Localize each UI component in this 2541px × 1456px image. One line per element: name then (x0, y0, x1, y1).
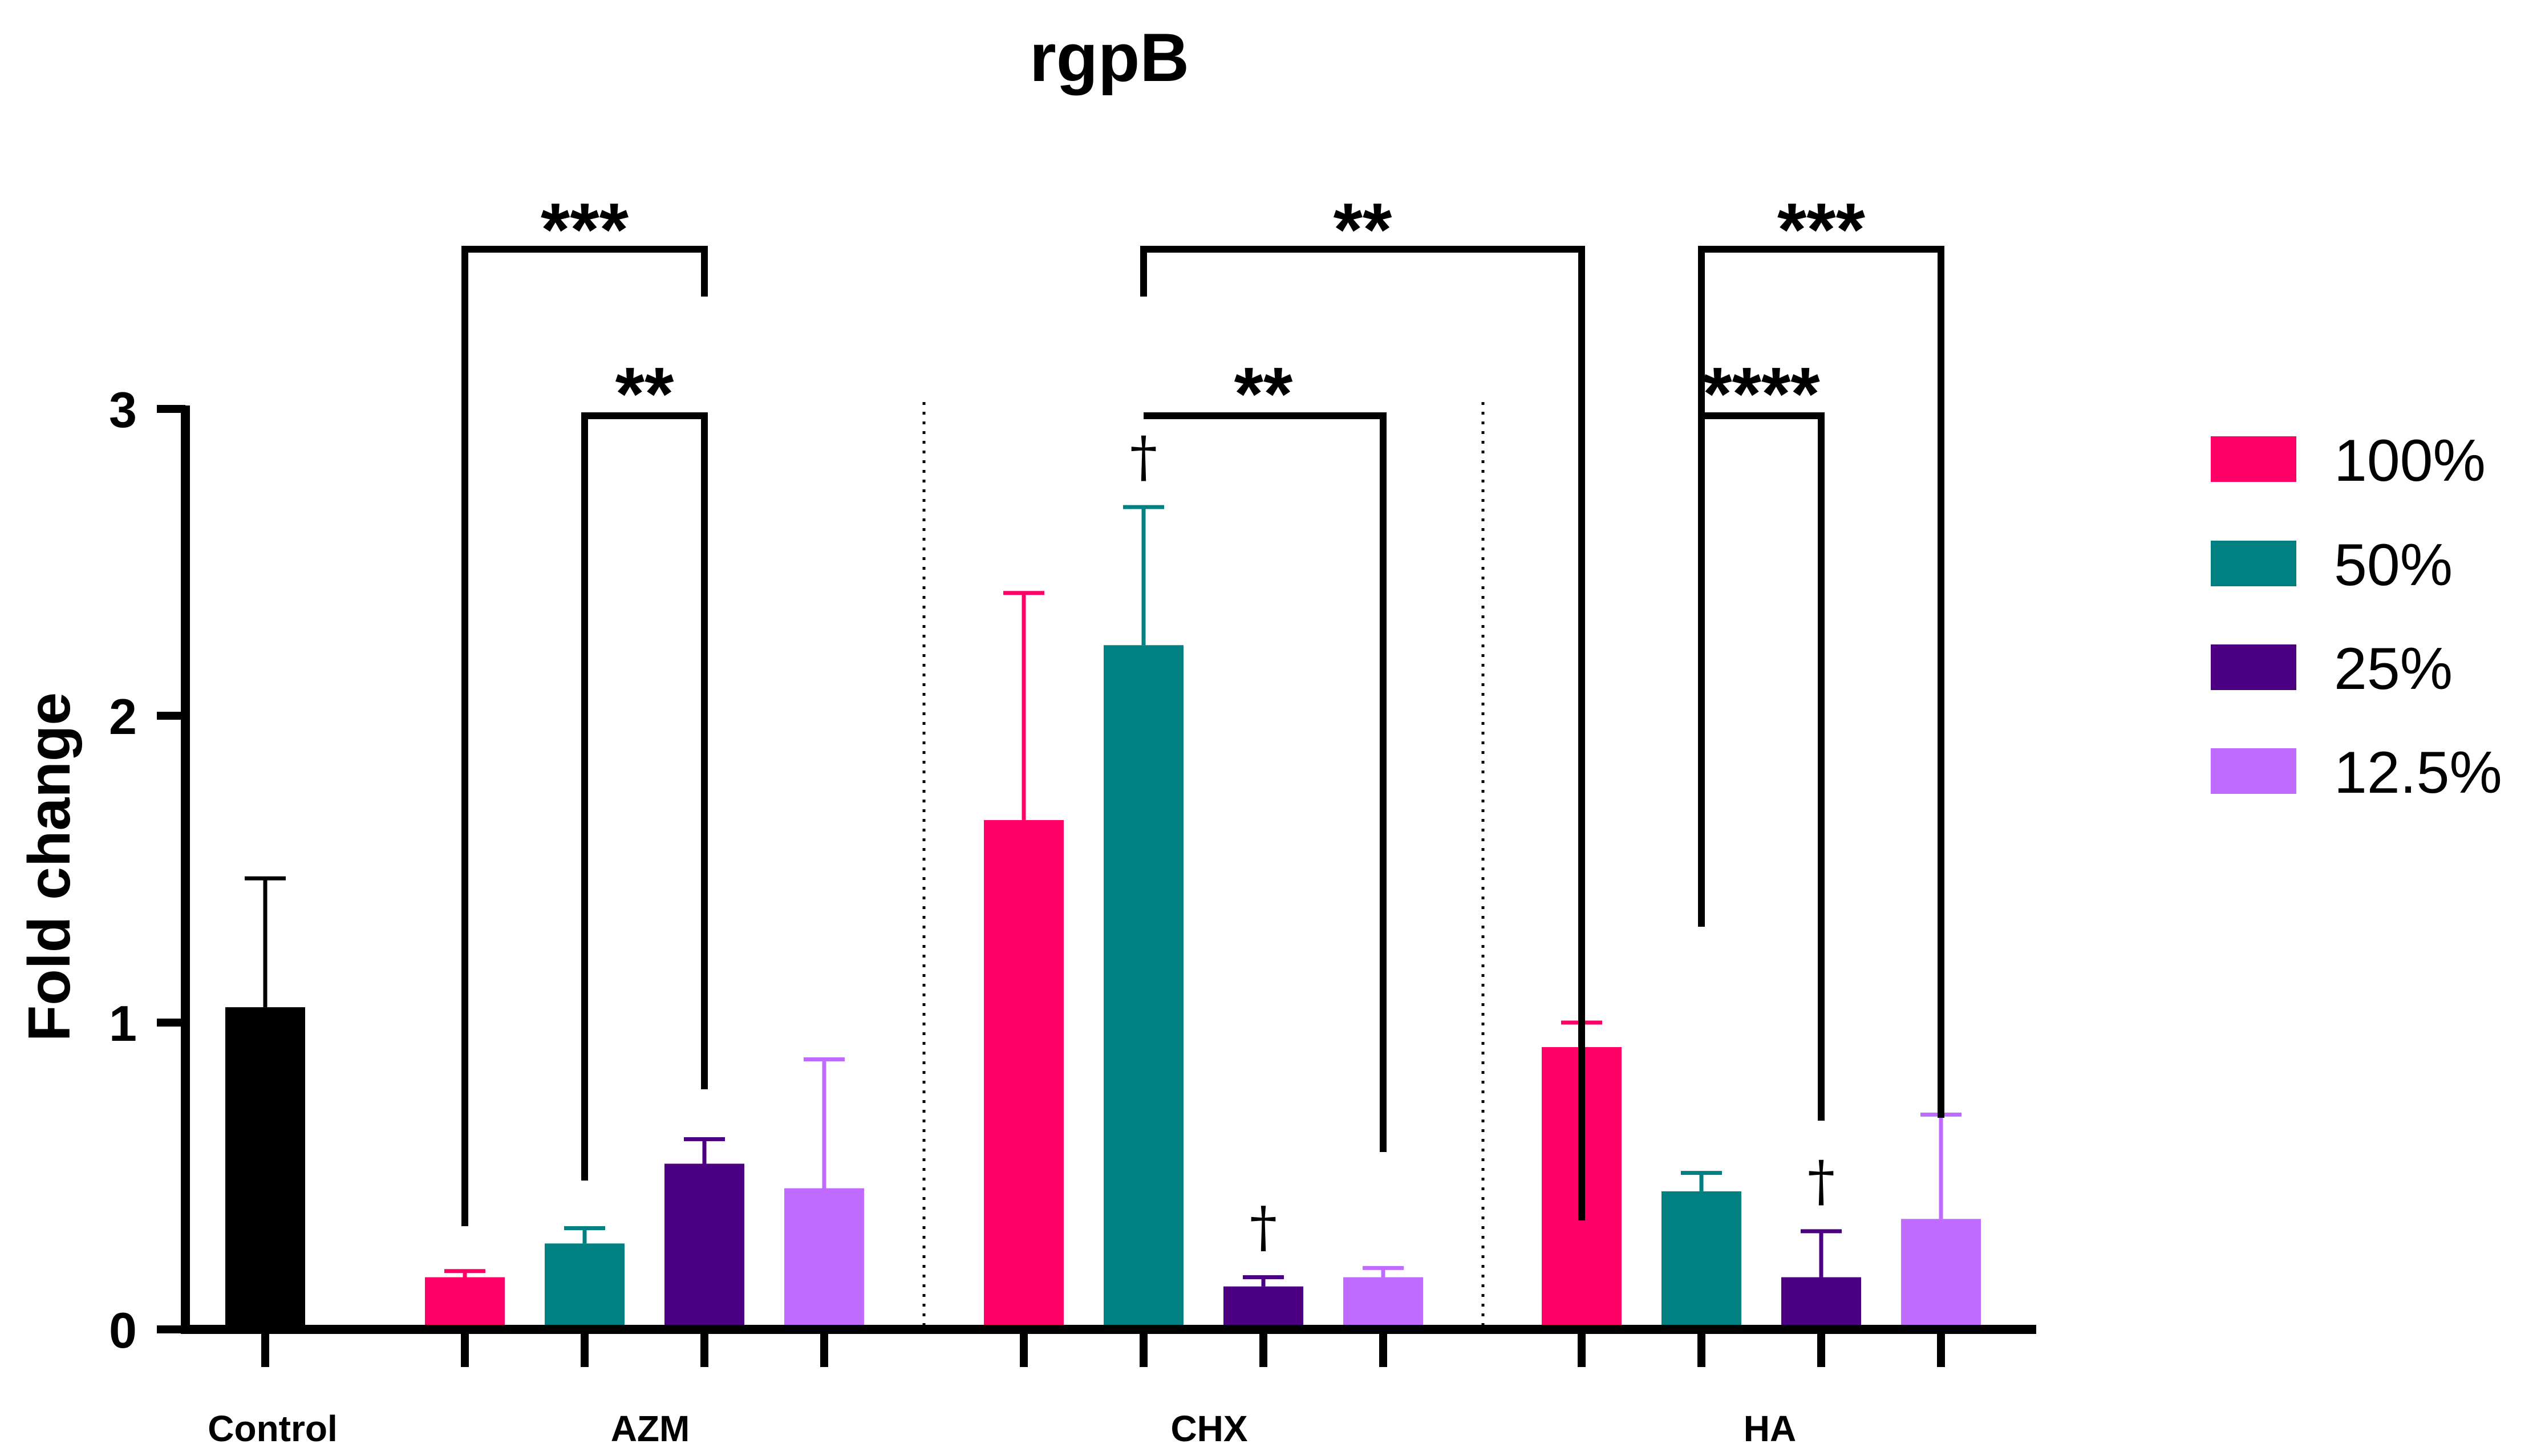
significance-label: *** (541, 188, 629, 271)
bar-chx-25pct (1223, 1286, 1303, 1329)
bar-chx-50pct (1104, 645, 1184, 1329)
legend-swatch (2211, 436, 2296, 482)
bar-azm-50pct (545, 1243, 625, 1329)
legend-swatch (2211, 541, 2296, 586)
significance-label: ** (1234, 352, 1293, 436)
significance-label: **** (1703, 352, 1820, 436)
x-group-label-ha: HA (1744, 1408, 1796, 1449)
dagger-marker: † (1808, 1149, 1835, 1213)
bar-azm-12-5pct (784, 1188, 864, 1329)
chart-title: rgpB (1030, 19, 1189, 96)
bar-ha-25pct (1781, 1277, 1861, 1329)
y-tick-label: 2 (109, 688, 137, 745)
bar-chx-100pct (984, 820, 1064, 1329)
significance-label: ** (1334, 188, 1392, 271)
significance-bracket: ** (1144, 352, 1387, 1152)
dagger-marker: † (1130, 425, 1157, 489)
bar-ha-50pct (1661, 1191, 1741, 1329)
y-tick-label: 0 (109, 1302, 137, 1358)
legend-swatch (2211, 748, 2296, 794)
significance-bracket: ** (581, 352, 708, 1181)
significance-label: ** (615, 352, 674, 436)
y-tick-label: 1 (109, 995, 137, 1052)
x-group-label-control: Control (208, 1408, 338, 1449)
legend-swatch (2211, 644, 2296, 690)
legend-label: 12.5% (2334, 740, 2502, 806)
bar-chx-12-5pct (1343, 1277, 1423, 1329)
legend-label: 25% (2334, 636, 2453, 702)
x-group-label-chx: CHX (1170, 1408, 1247, 1449)
significance-bracket: ** (1140, 188, 1585, 1220)
dagger-marker: † (1250, 1195, 1277, 1259)
significance-bracket: **** (1698, 352, 1825, 1121)
significance-bracket: *** (461, 188, 708, 1226)
x-group-label-azm: AZM (611, 1408, 690, 1449)
significance-label: *** (1777, 188, 1866, 271)
legend-label: 50% (2334, 532, 2453, 598)
y-axis-label: Fold change (17, 692, 83, 1041)
legend-label: 100% (2334, 428, 2486, 494)
y-tick-label: 3 (109, 382, 137, 438)
bar-azm-100pct (425, 1277, 505, 1329)
bar-ha-12-5pct (1901, 1219, 1981, 1329)
bar-azm-25pct (664, 1163, 744, 1329)
bar-control-control (225, 1007, 305, 1329)
